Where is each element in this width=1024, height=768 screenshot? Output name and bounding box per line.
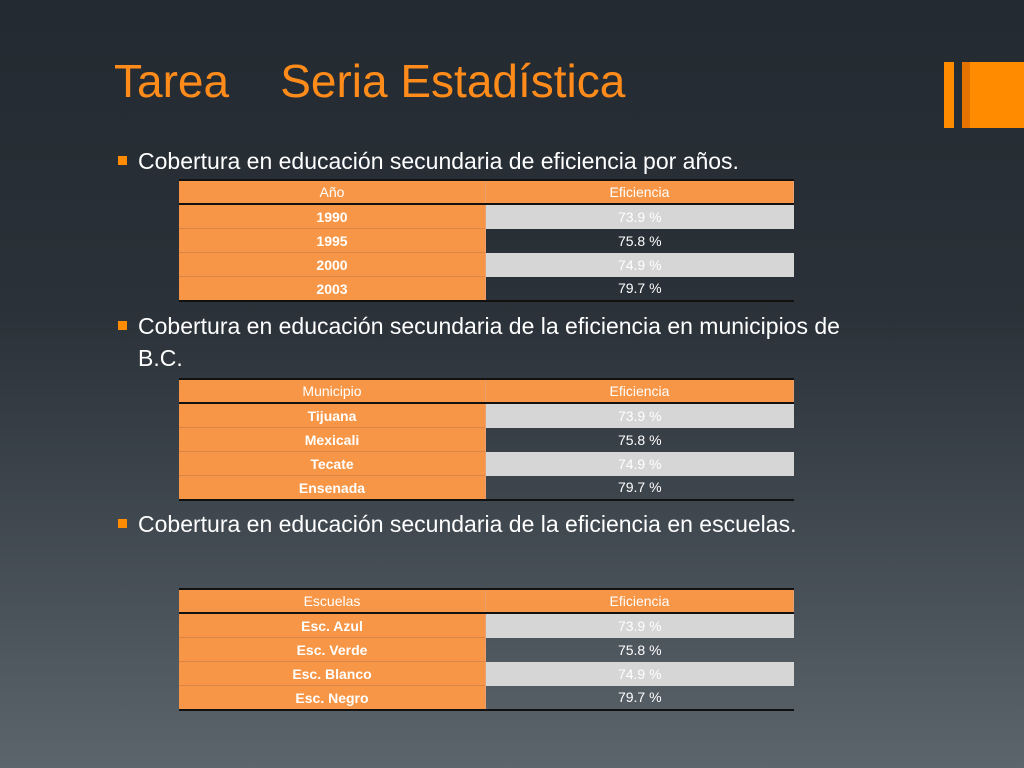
row-value: 73.9 %	[485, 204, 794, 229]
table-escuelas: Escuelas Eficiencia Esc. Azul 73.9 % Esc…	[179, 588, 794, 711]
table-row: 2003 79.7 %	[179, 276, 794, 301]
row-key: 2000	[179, 252, 486, 277]
row-value: 75.8 %	[617, 431, 662, 448]
row-key: Tijuana	[179, 402, 486, 428]
column-header: Eficiencia	[485, 379, 794, 404]
bullet-text: Cobertura en educación secundaria de la …	[138, 511, 797, 537]
table-header-row: Escuelas Eficiencia	[179, 589, 794, 614]
bullet-municipios: Cobertura en educación secundaria de la …	[118, 310, 858, 374]
table-row: 1995 75.8 %	[179, 228, 794, 253]
column-header: Escuelas	[179, 589, 486, 614]
theme-logo-icon	[944, 62, 1024, 128]
row-key: 1990	[179, 203, 486, 229]
bullet-text: Cobertura en educación secundaria de efi…	[138, 148, 739, 174]
row-value: 73.9 %	[485, 403, 794, 428]
row-value: 74.9 %	[485, 252, 794, 277]
table-header-row: Año Eficiencia	[179, 180, 794, 205]
row-key: Mexicali	[179, 427, 486, 452]
bullet-square-icon	[118, 519, 127, 528]
table-row: 1990 73.9 %	[179, 203, 794, 229]
table-years: Año Eficiencia 1990 73.9 % 1995 75.8 % 2…	[179, 179, 794, 302]
bullet-square-icon	[118, 156, 127, 165]
bullet-text: Cobertura en educación secundaria de la …	[138, 313, 840, 371]
table-row: 2000 74.9 %	[179, 252, 794, 277]
column-header: Año	[179, 180, 486, 205]
bullet-escuelas: Cobertura en educación secundaria de la …	[118, 508, 858, 540]
table-row: Ensenada 79.7 %	[179, 475, 794, 500]
table-row: Tijuana 73.9 %	[179, 402, 794, 428]
table-row: Esc. Verde 75.8 %	[179, 637, 794, 662]
table-row: Esc. Blanco 74.9 %	[179, 661, 794, 686]
row-key: Esc. Negro	[179, 685, 486, 710]
row-key: Ensenada	[179, 475, 486, 500]
table-municipios: Municipio Eficiencia Tijuana 73.9 % Mexi…	[179, 378, 794, 501]
table-row: Mexicali 75.8 %	[179, 427, 794, 452]
row-value: 74.9 %	[485, 661, 794, 686]
bullet-square-icon	[118, 321, 127, 330]
table-row: Esc. Negro 79.7 %	[179, 685, 794, 710]
table-header-row: Municipio Eficiencia	[179, 379, 794, 404]
row-key: 1995	[179, 228, 486, 253]
row-value: 73.9 %	[485, 613, 794, 638]
row-key: Tecate	[179, 451, 486, 476]
row-value: 79.7 %	[617, 280, 662, 297]
column-header: Eficiencia	[485, 589, 794, 614]
row-value: 79.7 %	[617, 689, 662, 706]
row-value: 75.8 %	[617, 232, 662, 249]
table-row: Tecate 74.9 %	[179, 451, 794, 476]
row-value: 79.7 %	[617, 479, 662, 496]
row-key: Esc. Verde	[179, 637, 486, 662]
row-value: 74.9 %	[485, 451, 794, 476]
row-key: Esc. Blanco	[179, 661, 486, 686]
row-key: 2003	[179, 276, 486, 301]
slide-title: Tarea Seria Estadística	[114, 55, 626, 107]
row-key: Esc. Azul	[179, 612, 486, 638]
bullet-years: Cobertura en educación secundaria de efi…	[118, 145, 858, 177]
column-header: Municipio	[179, 379, 486, 404]
table-row: Esc. Azul 73.9 %	[179, 612, 794, 638]
column-header: Eficiencia	[485, 180, 794, 205]
row-value: 75.8 %	[617, 641, 662, 658]
